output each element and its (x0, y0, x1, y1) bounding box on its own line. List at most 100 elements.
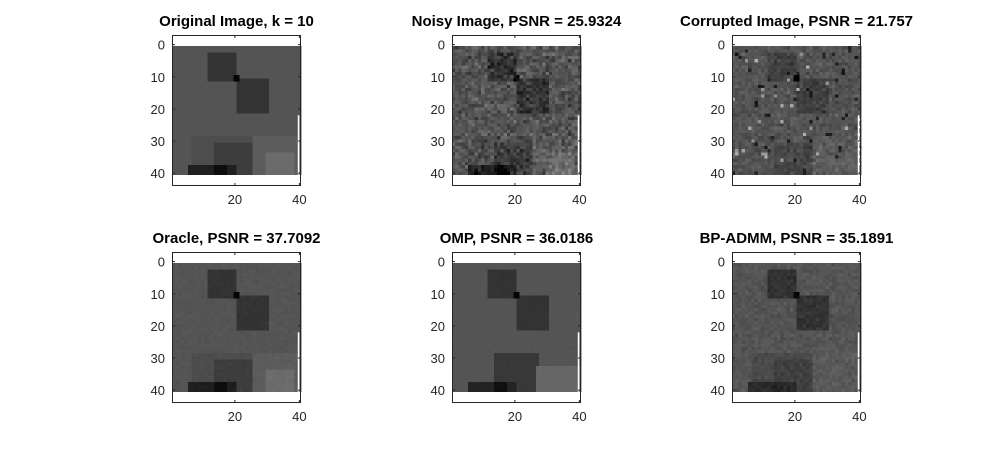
pixel (230, 46, 234, 50)
pixel (851, 104, 855, 108)
pixel (477, 49, 482, 54)
pixel (201, 94, 205, 98)
pixel (735, 158, 739, 163)
pixel (506, 132, 511, 137)
pixel (249, 84, 253, 89)
pixel (291, 155, 295, 160)
pixel (246, 126, 250, 131)
pixel (204, 113, 208, 118)
pixel (188, 171, 192, 176)
pixel (223, 68, 228, 73)
pixel (841, 136, 846, 140)
pixel (790, 78, 794, 82)
pixel (503, 104, 508, 108)
pixel (230, 65, 234, 70)
pixel (210, 104, 215, 108)
pixel (281, 59, 286, 63)
pixel (838, 120, 842, 124)
pixel (262, 171, 266, 176)
pixel (213, 152, 218, 156)
pixel (838, 91, 842, 95)
pixel (735, 91, 739, 95)
pixel (188, 110, 192, 115)
pixel (516, 55, 521, 60)
pixel (732, 149, 736, 153)
pixel (571, 75, 575, 79)
pixel (278, 59, 282, 63)
pixel (848, 120, 852, 124)
pixel (786, 116, 791, 121)
pixel (802, 158, 807, 163)
pixel (545, 91, 550, 95)
pixel (796, 91, 801, 95)
pixel (233, 62, 237, 66)
pixel (220, 158, 224, 163)
pixel (210, 142, 215, 147)
pixel (468, 75, 472, 79)
pixel (835, 55, 839, 60)
pixel (207, 104, 212, 108)
pixel (510, 168, 514, 172)
pixel (822, 145, 826, 150)
pixel (239, 142, 244, 147)
pixel (767, 62, 772, 66)
pixel (516, 94, 521, 98)
pixel (484, 104, 488, 108)
pixel (477, 46, 482, 50)
pixel (529, 75, 533, 79)
pixel (455, 161, 459, 166)
pixel (175, 158, 179, 163)
pixel (773, 120, 778, 124)
pixel (851, 132, 855, 137)
pixel (542, 126, 546, 131)
pixel (471, 136, 475, 140)
pixel (822, 165, 826, 169)
pixel (738, 165, 743, 169)
pixel (265, 110, 270, 115)
pixel (783, 68, 788, 73)
pixel (242, 266, 247, 271)
pixel (777, 78, 781, 82)
pixel (284, 65, 289, 70)
pixel (217, 123, 221, 127)
pixel (477, 123, 482, 127)
pixel (790, 97, 794, 102)
pixel (181, 116, 186, 121)
pixel (748, 104, 752, 108)
pixel (297, 129, 302, 134)
pixel (207, 78, 212, 82)
pixel (452, 113, 456, 118)
pixel (230, 113, 234, 118)
pixel (732, 46, 736, 50)
pixel (252, 113, 257, 118)
pixel (455, 71, 459, 76)
pixel (516, 168, 521, 172)
pixel (802, 113, 807, 118)
pixel (487, 158, 492, 163)
pixel (848, 68, 852, 73)
pixel (571, 88, 575, 92)
pixel (220, 155, 224, 160)
pixel (754, 165, 759, 169)
pixel (522, 81, 527, 86)
pixel (204, 75, 208, 79)
pixel (844, 152, 849, 156)
pixel (278, 123, 282, 127)
pixel (735, 46, 739, 50)
pixel (194, 161, 199, 166)
pixel (252, 139, 257, 143)
pixel (288, 52, 292, 57)
pixel (819, 110, 823, 115)
pixel (812, 78, 817, 82)
pixel (184, 97, 189, 102)
pixel (773, 78, 778, 82)
pixel (851, 110, 855, 115)
pixel (259, 132, 263, 137)
pixel (793, 110, 797, 115)
pixel (535, 113, 540, 118)
pixel (497, 129, 501, 134)
pixel (265, 171, 270, 176)
pixel (281, 123, 286, 127)
pixel (526, 142, 530, 147)
pixel (751, 65, 755, 70)
